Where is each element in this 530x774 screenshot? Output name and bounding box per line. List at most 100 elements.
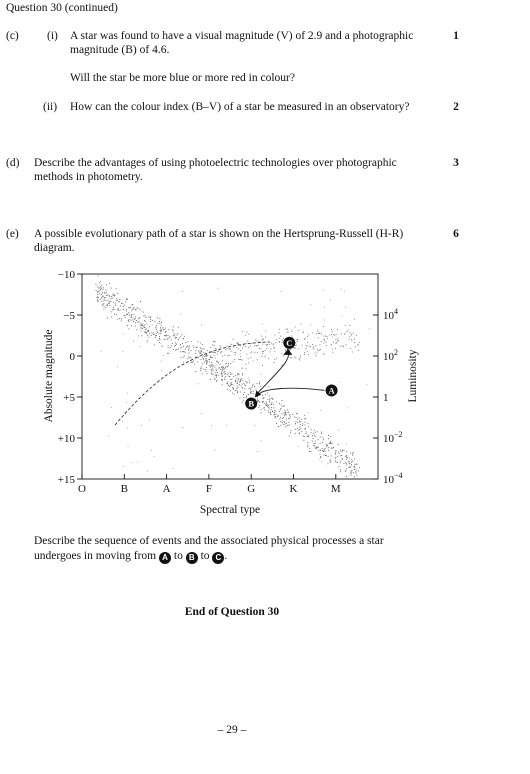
- star-dot: [108, 302, 111, 304]
- star-dot: [307, 412, 309, 414]
- star-dot: [253, 345, 255, 347]
- star-dot: [283, 412, 285, 414]
- star-dot: [319, 332, 321, 334]
- star-dot: [330, 436, 332, 438]
- star-dot: [114, 308, 116, 310]
- star-dot: [267, 409, 269, 411]
- star-dot: [122, 302, 124, 304]
- star-dot: [163, 335, 166, 337]
- star-dot: [354, 463, 356, 465]
- star-dot: [160, 329, 162, 332]
- star-dot: [182, 351, 184, 353]
- star-dot: [141, 327, 144, 329]
- star-dot: [241, 383, 243, 385]
- star-dot: [156, 330, 158, 333]
- star-dot: [224, 367, 226, 369]
- star-dot: [173, 345, 175, 347]
- star-dot: [302, 332, 304, 334]
- star-dot: [103, 299, 105, 301]
- star-dot: [298, 358, 300, 360]
- star-dot: [240, 379, 242, 381]
- star-dot: [215, 369, 217, 371]
- star-dot: [301, 431, 303, 433]
- star-dot: [355, 471, 357, 473]
- star-dot: [355, 463, 357, 465]
- star-dot: [285, 348, 287, 350]
- star-dot: [157, 322, 159, 324]
- star-dot: [251, 386, 253, 388]
- star-dot: [252, 360, 254, 362]
- star-dot: [146, 470, 148, 472]
- star-dot: [211, 356, 214, 359]
- star-dot: [326, 336, 328, 338]
- star-dot: [222, 367, 224, 369]
- star-dot: [182, 361, 184, 363]
- star-dot: [133, 306, 135, 308]
- star-dot: [167, 335, 169, 337]
- star-dot: [149, 326, 151, 328]
- star-dot: [304, 414, 306, 416]
- star-dot: [109, 301, 111, 303]
- star-dot: [230, 363, 232, 365]
- star-dot: [112, 306, 114, 308]
- star-dot: [334, 334, 336, 336]
- star-dot: [141, 324, 143, 326]
- star-dot: [247, 340, 249, 342]
- star-dot: [197, 357, 200, 359]
- star-dot: [310, 428, 312, 431]
- star-dot: [281, 339, 283, 341]
- star-dot: [297, 348, 299, 350]
- star-dot: [290, 430, 292, 432]
- star-dot: [254, 386, 256, 388]
- star-dot: [293, 347, 295, 349]
- star-dot: [321, 450, 324, 452]
- star-dot: [100, 297, 103, 299]
- y-tick-label: −10: [58, 269, 76, 281]
- star-dot: [185, 341, 187, 343]
- star-dot: [150, 321, 152, 323]
- star-dot: [289, 424, 291, 426]
- star-dot: [257, 401, 259, 403]
- star-dot: [108, 283, 110, 285]
- y-tick-label: +10: [58, 433, 76, 445]
- star-dot: [233, 352, 235, 354]
- star-dot: [203, 368, 205, 370]
- star-dot: [226, 347, 228, 350]
- star-dot: [262, 351, 264, 353]
- star-dot: [206, 355, 208, 357]
- star-dot: [337, 451, 339, 453]
- star-dot: [174, 337, 176, 339]
- star-dot: [128, 311, 130, 314]
- star-dot: [222, 355, 224, 357]
- star-dot: [148, 316, 150, 318]
- star-dot: [183, 338, 185, 340]
- star-dot: [238, 381, 240, 383]
- star-dot: [152, 332, 154, 334]
- star-dot: [282, 355, 284, 357]
- star-dot: [95, 290, 97, 292]
- star-dot: [273, 407, 275, 409]
- star-dot: [182, 426, 184, 428]
- star-dot: [98, 282, 101, 284]
- star-dot: [139, 346, 141, 348]
- part-e-line2: diagram.: [34, 242, 75, 254]
- star-dot: [201, 373, 203, 375]
- star-dot: [262, 398, 264, 400]
- star-dot: [250, 387, 252, 389]
- star-dot: [206, 363, 208, 365]
- arrowhead-at-b: [255, 390, 262, 398]
- star-dot: [302, 331, 304, 333]
- star-dot: [227, 363, 229, 365]
- star-dot: [103, 308, 105, 310]
- star-dot: [226, 381, 228, 383]
- star-dot: [182, 342, 184, 344]
- star-dot: [117, 366, 119, 368]
- star-dot: [310, 304, 312, 306]
- star-dot: [212, 366, 214, 368]
- star-dot: [299, 433, 301, 435]
- star-dot: [213, 369, 215, 371]
- star-dot: [234, 379, 236, 381]
- star-dot: [206, 373, 208, 375]
- star-dot: [237, 372, 239, 374]
- star-dot: [211, 362, 213, 364]
